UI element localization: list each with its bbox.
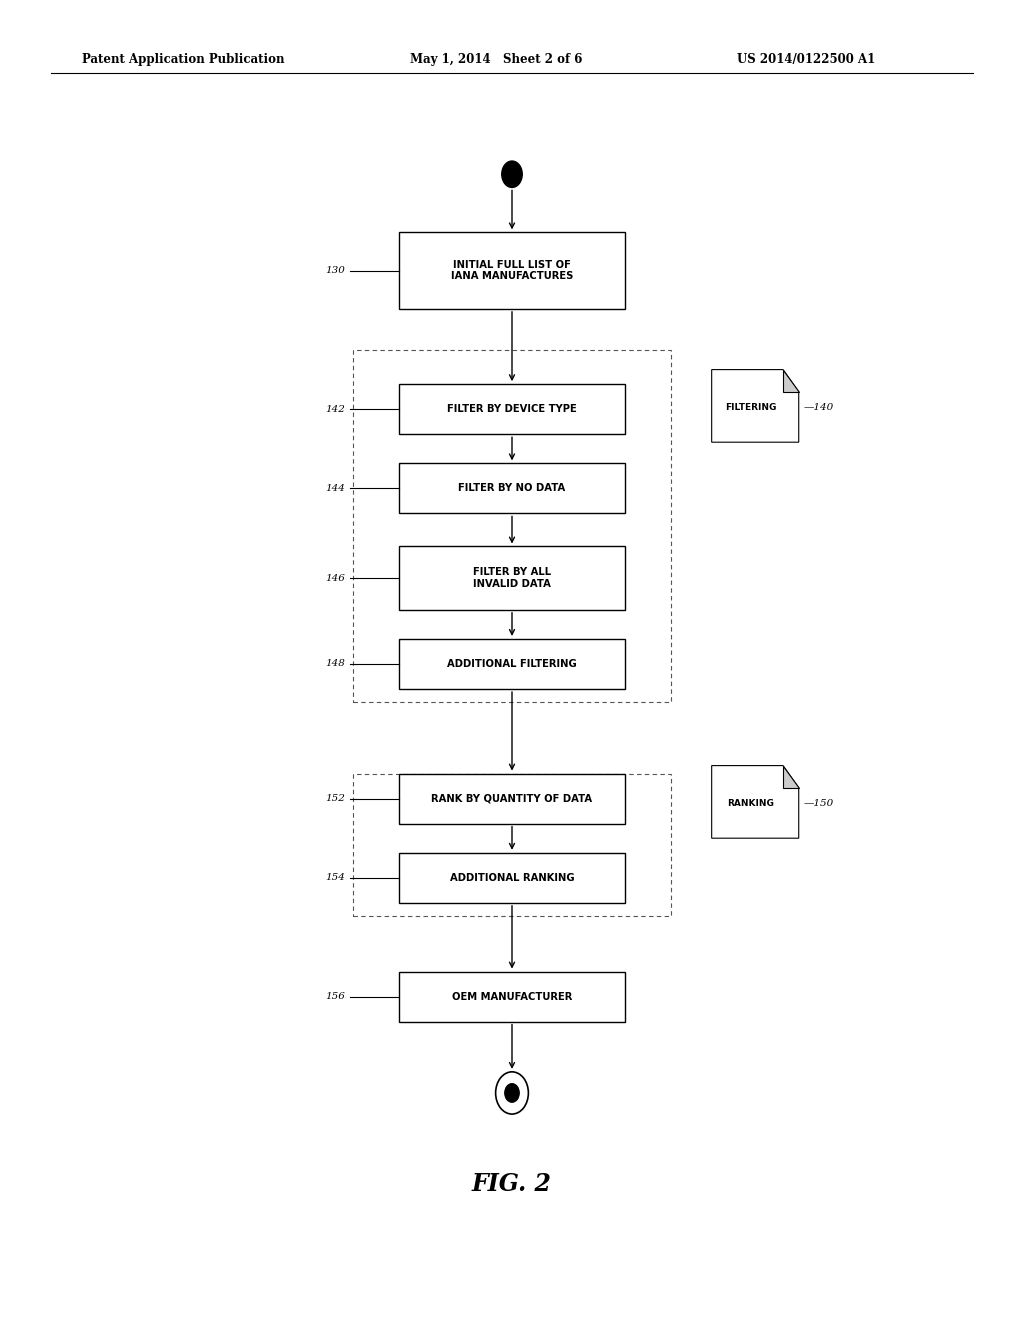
Bar (399, 232, 625, 309)
Text: May 1, 2014   Sheet 2 of 6: May 1, 2014 Sheet 2 of 6 (410, 53, 582, 66)
Text: —140: —140 (804, 403, 835, 412)
Bar (399, 639, 625, 689)
Bar (399, 546, 625, 610)
Text: 156: 156 (326, 993, 345, 1001)
Bar (399, 972, 625, 1022)
Bar (399, 463, 625, 513)
Bar (399, 774, 625, 824)
Text: FILTERING: FILTERING (725, 403, 776, 412)
Polygon shape (783, 766, 799, 788)
Polygon shape (783, 370, 799, 392)
Text: US 2014/0122500 A1: US 2014/0122500 A1 (737, 53, 876, 66)
Circle shape (496, 1072, 528, 1114)
Polygon shape (712, 766, 799, 838)
Text: 130: 130 (326, 267, 345, 275)
Text: ADDITIONAL RANKING: ADDITIONAL RANKING (450, 873, 574, 883)
Bar (399, 853, 625, 903)
Text: INITIAL FULL LIST OF
IANA MANUFACTURES: INITIAL FULL LIST OF IANA MANUFACTURES (451, 260, 573, 281)
Text: 142: 142 (326, 405, 345, 413)
Text: RANK BY QUANTITY OF DATA: RANK BY QUANTITY OF DATA (431, 793, 593, 804)
Text: 148: 148 (326, 660, 345, 668)
Text: FILTER BY DEVICE TYPE: FILTER BY DEVICE TYPE (447, 404, 577, 414)
Text: —150: —150 (804, 799, 835, 808)
Bar (353, 350, 671, 702)
Text: OEM MANUFACTURER: OEM MANUFACTURER (452, 991, 572, 1002)
Text: Patent Application Publication: Patent Application Publication (82, 53, 285, 66)
Text: 146: 146 (326, 574, 345, 582)
Circle shape (502, 161, 522, 187)
Circle shape (505, 1084, 519, 1102)
Text: 144: 144 (326, 484, 345, 492)
Bar (353, 774, 671, 916)
Text: 152: 152 (326, 795, 345, 803)
Text: ADDITIONAL FILTERING: ADDITIONAL FILTERING (447, 659, 577, 669)
Polygon shape (712, 370, 799, 442)
Text: RANKING: RANKING (727, 799, 774, 808)
Text: 154: 154 (326, 874, 345, 882)
Text: FILTER BY NO DATA: FILTER BY NO DATA (459, 483, 565, 494)
Bar (399, 384, 625, 434)
Text: FIG. 2: FIG. 2 (472, 1172, 552, 1196)
Text: FILTER BY ALL
INVALID DATA: FILTER BY ALL INVALID DATA (473, 568, 551, 589)
